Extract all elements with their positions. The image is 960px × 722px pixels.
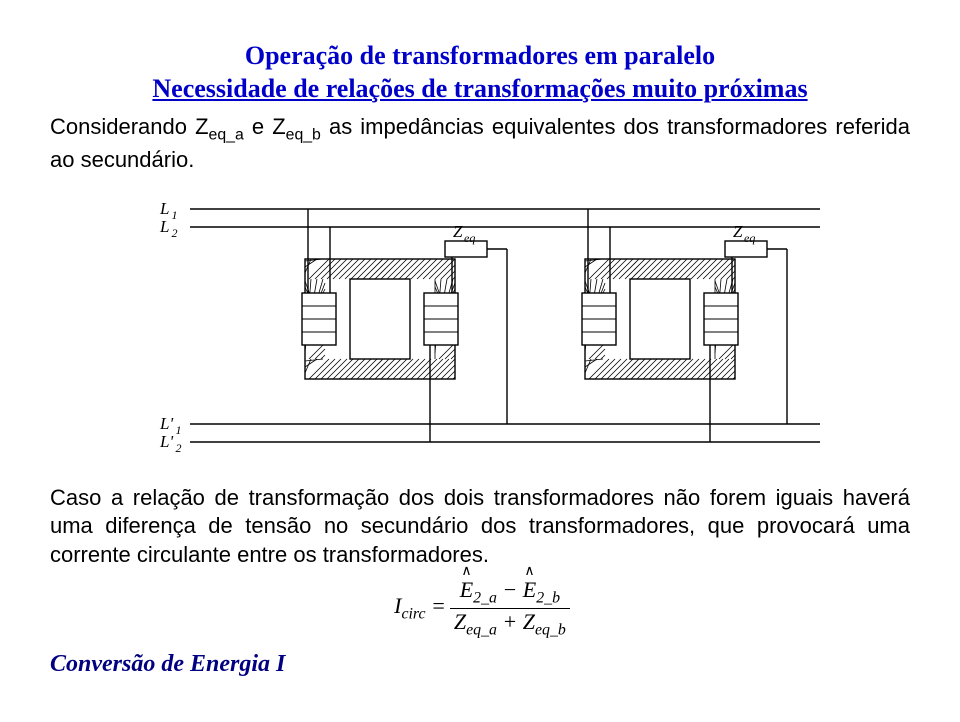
svg-text:1: 1 (171, 208, 177, 222)
eq-den-z1-sub: eq_a (466, 621, 497, 638)
equation-circulating-current: Icirc = E2_a − E2_b Zeq_a + Zeq_b (50, 577, 910, 639)
svg-text:L': L' (159, 432, 173, 451)
eq-num-e2-sub: 2_b (536, 590, 560, 607)
footer-text: Conversão de Energia I (50, 651, 910, 678)
p1-prefix: Considerando Z (50, 114, 209, 139)
p1-sub1: eq_a (209, 126, 244, 143)
svg-text:2: 2 (175, 441, 181, 455)
eq-lhs-sub: circ (402, 605, 426, 622)
paragraph-1: Considerando Zeq_a e Zeq_b as impedância… (50, 113, 910, 175)
eq-den-z2-sub: eq_b (535, 621, 566, 638)
svg-text:L: L (159, 199, 169, 218)
eq-den-z2: Z (523, 609, 535, 634)
p1-mid: e Z (244, 114, 286, 139)
svg-text:1: 1 (175, 423, 181, 437)
eq-lhs: I (394, 593, 401, 618)
title-line-1: Operação de transformadores em paralelo (50, 40, 910, 73)
svg-text:2: 2 (171, 226, 177, 240)
eq-minus: − (497, 577, 523, 602)
eq-den-z1: Z (454, 609, 466, 634)
eq-equals: = (426, 593, 446, 618)
eq-num-e1-sub: 2_a (473, 590, 497, 607)
paragraph-2: Caso a relação de transformação dos dois… (50, 484, 910, 570)
svg-text:eq: eq (744, 231, 755, 245)
svg-text:L': L' (159, 414, 173, 433)
eq-num-e2: E (523, 577, 536, 602)
circuit-diagram: L1L2L'1L'2ZeqZeq (130, 189, 830, 474)
p1-sub2: eq_b (286, 126, 321, 143)
svg-text:Z: Z (453, 222, 463, 241)
svg-text:eq: eq (464, 231, 475, 245)
eq-num-e1: E (460, 577, 473, 602)
title-line-2: Necessidade de relações de transformaçõe… (50, 73, 910, 106)
eq-plus: + (497, 609, 523, 634)
svg-text:L: L (159, 217, 169, 236)
svg-text:Z: Z (733, 222, 743, 241)
